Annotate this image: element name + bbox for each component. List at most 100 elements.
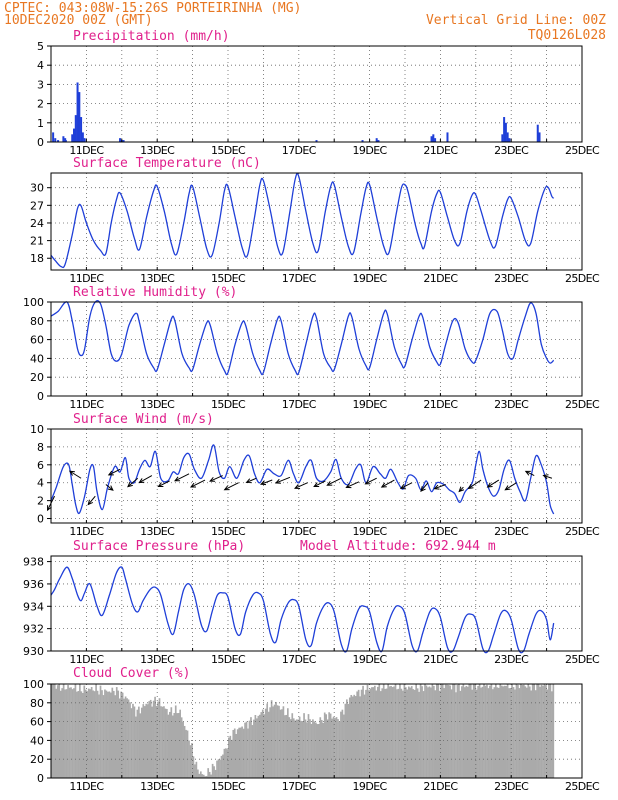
x-tick-label: 23DEC — [494, 272, 529, 285]
cloud-bar — [267, 711, 270, 778]
cloud-bar — [418, 691, 420, 778]
y-tick-label: 30 — [30, 182, 44, 195]
cloud-bar — [385, 688, 388, 778]
cloud-bar — [99, 685, 102, 778]
cloud-bar — [531, 684, 534, 778]
cloud-bar — [157, 701, 159, 778]
cloud-bar — [214, 769, 217, 778]
precip-bar — [52, 132, 55, 142]
y-tick-label: 2 — [37, 98, 44, 111]
cloud-bar — [135, 716, 137, 778]
cloud-bar — [542, 685, 544, 778]
y-tick-label: 932 — [23, 623, 44, 636]
cloud-bar — [217, 759, 220, 778]
cloud-bar — [508, 688, 510, 778]
cloud-bar — [86, 691, 89, 778]
wind-vector-arrow — [189, 479, 206, 488]
y-tick-label: 0 — [37, 772, 44, 785]
cloud-bar — [371, 687, 373, 778]
cloud-bar — [433, 685, 435, 778]
y-tick-label: 18 — [30, 252, 44, 265]
cloud-bar — [205, 775, 208, 778]
cloud-bar — [359, 696, 361, 778]
precip-bar — [361, 140, 364, 142]
cloud-bar — [527, 684, 530, 778]
cloud-bar — [483, 684, 485, 778]
cloud-bar — [471, 689, 474, 778]
cloud-bar — [406, 689, 409, 778]
cloud-bar — [152, 700, 155, 778]
y-tick-label: 80 — [30, 697, 44, 710]
cloud-bar — [220, 755, 223, 778]
temp-frame — [50, 172, 583, 271]
cloud-bar — [276, 705, 279, 778]
cloud-bar — [154, 696, 156, 778]
cloud-bar — [219, 759, 221, 778]
cloud-bar — [170, 707, 173, 778]
cloud-bar — [272, 706, 274, 778]
cloud-bar — [551, 691, 553, 778]
x-tick-label: 11DEC — [69, 525, 104, 538]
cloud-bar — [415, 684, 417, 778]
cloud-bar — [161, 706, 164, 778]
cloud-bar — [176, 713, 179, 778]
cloud-bar — [360, 689, 363, 778]
cloud-bar — [452, 684, 454, 778]
y-tick-label: 40 — [30, 352, 44, 365]
cloud-bar — [387, 684, 389, 778]
cloud-bar — [232, 729, 235, 778]
cloud-bar — [260, 712, 263, 778]
cloud-bar — [325, 714, 328, 778]
x-tick-label: 17DEC — [282, 144, 317, 157]
x-tick-label: 11DEC — [69, 272, 104, 285]
cloud-bar — [303, 713, 305, 778]
cloud-bar — [521, 684, 524, 778]
wind-vector-arrow — [313, 480, 326, 488]
cloud-bar — [486, 684, 488, 778]
cloud-bar — [222, 754, 224, 778]
cloud-bar — [118, 698, 121, 778]
wind-vector-arrow — [458, 486, 465, 493]
cloud-bar — [548, 684, 550, 778]
precip-panel: 0 1 2 3 4 5 11DEC 13DEC 15DEC 17DEC 19DEC 21DEC 23DE… — [37, 40, 601, 157]
cloud-bar — [202, 774, 205, 778]
x-tick-label: 17DEC — [282, 525, 317, 538]
x-tick-label: 23DEC — [494, 398, 529, 411]
cloud-bar — [110, 692, 112, 778]
cloud-bar — [250, 717, 252, 778]
cloud-bar — [499, 684, 502, 778]
cloud-bar — [233, 728, 236, 778]
cloud-bar — [475, 689, 478, 778]
wind-vector-arrow — [524, 470, 535, 476]
wind-vector-arrow — [174, 473, 190, 482]
cloud-bar — [322, 722, 325, 778]
cloud-bar — [334, 718, 336, 778]
cloud-bar — [465, 685, 468, 778]
cloud-bar — [437, 684, 440, 778]
cloud-bar — [537, 684, 540, 778]
cloud-bar — [142, 704, 145, 778]
cloud-bar — [132, 703, 134, 778]
cloud-bar — [282, 706, 285, 778]
cloud-bar — [326, 719, 329, 778]
cloud-bar — [210, 774, 212, 778]
x-tick-label: 23DEC — [494, 653, 529, 666]
x-tick-label: 23DEC — [494, 780, 529, 793]
cloud-bar — [348, 697, 351, 778]
cloud-bar — [77, 690, 80, 778]
cloud-bar — [543, 684, 546, 778]
cloud-bar — [58, 684, 61, 778]
header-run: 10DEC2020 00Z (GMT) — [4, 13, 153, 28]
cloud-bar — [80, 691, 83, 778]
cloud-bar — [229, 735, 232, 778]
cloud-bar — [189, 745, 192, 778]
cloud-bar — [366, 684, 369, 778]
precip-bar — [375, 138, 378, 142]
cloud-bar — [83, 685, 86, 778]
x-tick-label: 15DEC — [211, 272, 246, 285]
precip-bar — [71, 134, 74, 142]
wind-vector-arrow — [274, 476, 291, 484]
cloud-bar — [466, 686, 469, 778]
cloud-bar — [120, 691, 122, 778]
precip-bar — [80, 117, 83, 142]
